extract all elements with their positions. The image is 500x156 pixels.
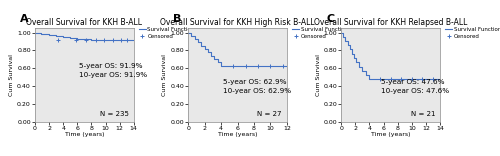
Text: N = 235: N = 235 xyxy=(100,111,129,117)
X-axis label: Time (years): Time (years) xyxy=(218,132,258,137)
Legend: Survival Function, Censored: Survival Function, Censored xyxy=(445,26,500,39)
X-axis label: Time (years): Time (years) xyxy=(371,132,410,137)
Title: Overall Survival for KKH High Risk B-ALL: Overall Survival for KKH High Risk B-ALL xyxy=(160,18,315,27)
Y-axis label: Cum Survival: Cum Survival xyxy=(10,54,14,96)
Y-axis label: Cum Survival: Cum Survival xyxy=(316,54,320,96)
Legend: Survival Function, Censored: Survival Function, Censored xyxy=(138,26,196,39)
Text: B: B xyxy=(174,14,182,24)
Text: N = 21: N = 21 xyxy=(410,111,435,117)
Y-axis label: Cum Survival: Cum Survival xyxy=(162,54,168,96)
X-axis label: Time (years): Time (years) xyxy=(64,132,104,137)
Text: A: A xyxy=(20,14,29,24)
Title: Overall Survival for KKH Relapsed B-ALL: Overall Survival for KKH Relapsed B-ALL xyxy=(314,18,468,27)
Text: N = 27: N = 27 xyxy=(258,111,282,117)
Text: 5-year OS: 91.9%
10-year OS: 91.9%: 5-year OS: 91.9% 10-year OS: 91.9% xyxy=(80,63,148,78)
Legend: Survival Function, Censored: Survival Function, Censored xyxy=(292,26,348,39)
Text: 5-year OS: 47.6%
10-year OS: 47.6%: 5-year OS: 47.6% 10-year OS: 47.6% xyxy=(380,79,449,94)
Title: Overall Survival for KKH B-ALL: Overall Survival for KKH B-ALL xyxy=(26,18,142,27)
Text: C: C xyxy=(326,14,334,24)
Text: 5-year OS: 62.9%
10-year OS: 62.9%: 5-year OS: 62.9% 10-year OS: 62.9% xyxy=(222,79,291,94)
